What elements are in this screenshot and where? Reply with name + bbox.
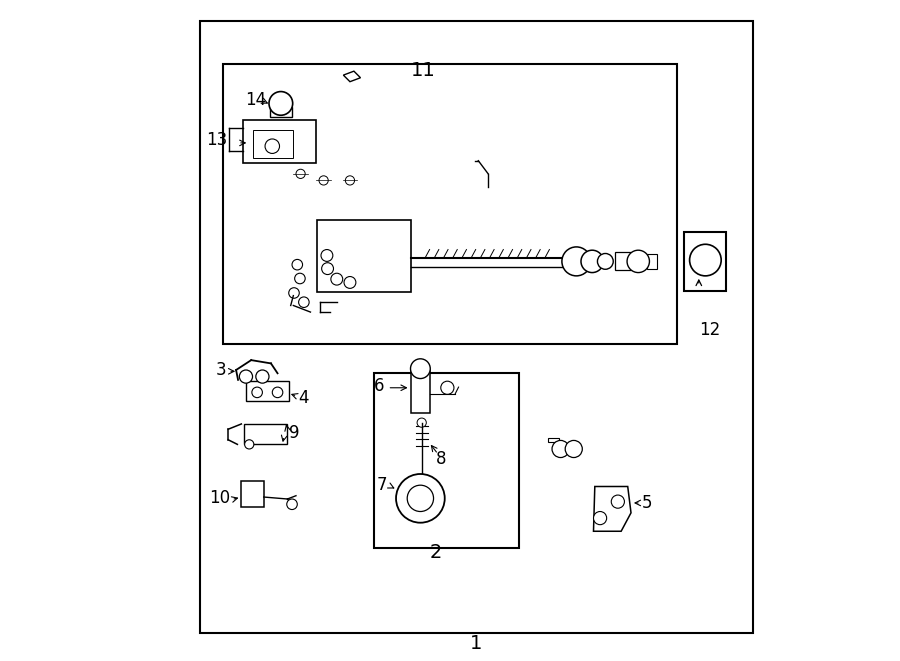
Circle shape bbox=[565, 440, 582, 457]
Circle shape bbox=[245, 440, 254, 449]
Circle shape bbox=[269, 92, 292, 115]
Circle shape bbox=[256, 370, 269, 383]
Bar bbox=[410, 370, 430, 412]
Circle shape bbox=[321, 262, 334, 274]
Text: 14: 14 bbox=[246, 91, 266, 109]
Circle shape bbox=[593, 512, 607, 525]
Circle shape bbox=[611, 495, 625, 508]
Text: 8: 8 bbox=[436, 450, 446, 468]
Text: 9: 9 bbox=[289, 424, 300, 442]
Circle shape bbox=[321, 250, 333, 261]
Circle shape bbox=[407, 485, 434, 512]
Bar bbox=[241, 481, 264, 507]
Bar bbox=[244, 424, 287, 444]
Circle shape bbox=[441, 381, 454, 395]
Circle shape bbox=[581, 251, 603, 272]
Circle shape bbox=[252, 387, 263, 398]
Polygon shape bbox=[593, 486, 631, 531]
Circle shape bbox=[396, 474, 445, 523]
Bar bbox=[684, 232, 726, 291]
Bar bbox=[253, 130, 293, 158]
Circle shape bbox=[299, 297, 309, 307]
Circle shape bbox=[331, 273, 343, 285]
Circle shape bbox=[292, 259, 302, 270]
Bar bbox=[647, 254, 657, 268]
Circle shape bbox=[562, 247, 591, 276]
Polygon shape bbox=[344, 71, 361, 82]
Circle shape bbox=[346, 176, 355, 185]
Bar bbox=[270, 107, 292, 116]
Bar bbox=[374, 373, 519, 548]
Circle shape bbox=[410, 359, 430, 379]
Circle shape bbox=[598, 253, 613, 269]
Bar bbox=[200, 21, 752, 633]
Bar bbox=[223, 64, 677, 344]
Text: 12: 12 bbox=[699, 321, 721, 340]
Text: 4: 4 bbox=[299, 389, 309, 407]
Circle shape bbox=[344, 276, 356, 288]
Bar bbox=[246, 381, 289, 401]
Circle shape bbox=[294, 273, 305, 284]
Circle shape bbox=[296, 169, 305, 178]
Text: 6: 6 bbox=[374, 377, 385, 395]
Circle shape bbox=[287, 499, 297, 510]
Text: 11: 11 bbox=[411, 61, 436, 80]
Circle shape bbox=[265, 139, 280, 153]
Text: 5: 5 bbox=[643, 494, 652, 512]
Text: 3: 3 bbox=[216, 361, 226, 379]
Bar bbox=[243, 120, 317, 163]
Text: 13: 13 bbox=[206, 131, 227, 149]
Circle shape bbox=[552, 440, 569, 457]
Circle shape bbox=[319, 176, 328, 185]
Text: 1: 1 bbox=[470, 634, 482, 652]
Circle shape bbox=[627, 251, 650, 272]
Bar bbox=[615, 253, 631, 270]
Bar bbox=[317, 220, 410, 292]
Text: 7: 7 bbox=[377, 476, 388, 494]
Bar bbox=[548, 438, 559, 442]
Circle shape bbox=[417, 418, 427, 427]
Text: 10: 10 bbox=[209, 489, 230, 508]
Circle shape bbox=[239, 370, 253, 383]
Circle shape bbox=[273, 387, 283, 398]
Text: 2: 2 bbox=[429, 543, 442, 563]
Circle shape bbox=[289, 288, 300, 298]
Circle shape bbox=[689, 245, 721, 276]
